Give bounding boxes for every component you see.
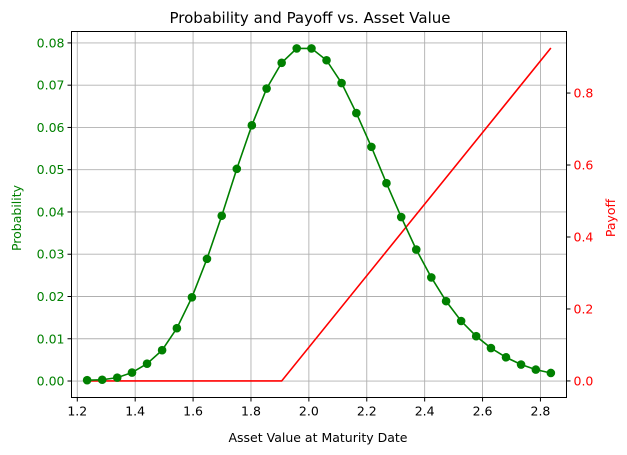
probability-series [82, 44, 556, 385]
left-y-tick-label: 0.05 [37, 162, 65, 177]
probability-point [97, 375, 107, 385]
probability-point [411, 245, 421, 254]
probability-point [172, 323, 182, 333]
probability-point [292, 44, 302, 53]
probability-point [427, 273, 436, 282]
probability-point [277, 58, 286, 68]
left-y-axis: 0.00 0.01 0.02 0.03 0.04 0.05 0.06 0.07 0.08 [37, 35, 72, 389]
probability-point [531, 365, 541, 374]
x-axis-label: Asset Value at Maturity Date [228, 430, 407, 445]
x-axis: 1.2 1.4 1.6 1.8 2.0 2.2 2.4 2.6 2.8 [67, 397, 551, 419]
x-tick-label: 2.2 [357, 404, 377, 419]
probability-line [87, 47, 552, 381]
probability-point [187, 293, 197, 302]
chart-title: Probability and Payoff vs. Asset Value [170, 9, 451, 27]
probability-point [127, 368, 137, 377]
probability-point [486, 343, 496, 353]
left-y-tick-label: 0.01 [37, 331, 65, 346]
payoff-line [87, 47, 552, 382]
probability-point [322, 55, 331, 65]
right-y-axis-label: Payoff [603, 198, 618, 237]
left-y-tick-label: 0.04 [37, 204, 65, 219]
probability-point [382, 178, 391, 188]
probability-point [262, 84, 271, 93]
right-y-tick-label: 0.4 [574, 229, 594, 244]
probability-point [112, 373, 122, 382]
payoff-series [87, 47, 552, 382]
probability-point [396, 212, 406, 222]
x-tick-label: 1.8 [241, 404, 261, 419]
x-tick-label: 2.6 [473, 404, 493, 419]
grid [71, 31, 567, 398]
left-y-tick-label: 0.02 [37, 289, 65, 304]
left-y-tick-label: 0.06 [37, 120, 65, 135]
probability-point [217, 211, 227, 221]
right-y-tick-label: 0.0 [574, 373, 594, 388]
x-tick-label: 1.2 [67, 404, 87, 419]
probability-point [82, 375, 92, 385]
probability-point [247, 121, 257, 130]
probability-point [501, 353, 511, 362]
left-y-tick-label: 0.07 [37, 78, 65, 93]
x-tick-label: 2.4 [415, 404, 435, 419]
x-tick-label: 1.4 [125, 404, 145, 419]
probability-point [352, 108, 361, 118]
probability-point [516, 360, 526, 369]
plot-frame [71, 31, 567, 398]
probability-point [546, 368, 556, 378]
probability-point [337, 78, 346, 88]
x-tick-label: 2.0 [299, 404, 319, 419]
right-y-axis: 0.0 0.2 0.4 0.6 0.8 [566, 86, 594, 388]
probability-point [157, 345, 167, 355]
probability-point [456, 316, 466, 326]
probability-point [202, 254, 212, 264]
left-y-tick-label: 0.03 [37, 247, 65, 262]
left-y-tick-label: 0.08 [37, 35, 65, 50]
probability-point [367, 142, 376, 152]
left-y-tick-label: 0.00 [37, 374, 65, 389]
probability-point [471, 331, 481, 341]
right-y-tick-label: 0.2 [574, 301, 594, 316]
x-tick-label: 1.6 [183, 404, 203, 419]
probability-point [441, 296, 451, 306]
x-tick-label: 2.8 [531, 404, 551, 419]
probability-point [307, 44, 316, 53]
right-y-tick-label: 0.6 [574, 158, 594, 173]
left-y-axis-label: Probability [9, 184, 24, 251]
right-y-tick-label: 0.8 [574, 86, 594, 101]
probability-point [142, 359, 152, 368]
probability-point [232, 164, 242, 174]
